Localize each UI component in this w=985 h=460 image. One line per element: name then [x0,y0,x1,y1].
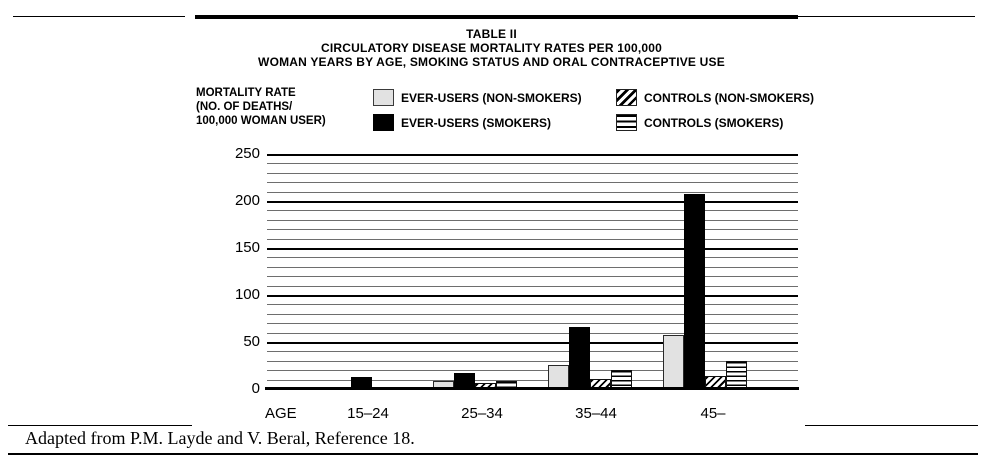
minor-gridline [267,210,798,212]
x-axis-baseline [265,387,799,390]
x-tick-label-45-: 45– [700,405,726,422]
y-axis-label-line2: (NO. OF DEATHS/ [196,101,293,113]
minor-gridline [267,182,798,184]
legend-swatch-solid-gray-icon [373,89,394,106]
legend-swatch-solid-black-icon [373,114,394,131]
minor-gridline [267,276,798,278]
major-gridline [267,342,798,344]
plot-area [265,154,799,390]
minor-gridline [267,379,798,381]
y-axis-label-line1: MORTALITY RATE [196,87,296,99]
chart-title-line1: TABLE II [466,27,517,41]
major-gridline [267,201,798,203]
chart-figure: TABLE II CIRCULATORY DISEASE MORTALITY R… [185,15,814,427]
x-tick-label-15-24: 15–24 [347,405,389,422]
x-tick-label-35-44: 35–44 [575,405,617,422]
y-tick-label-0: 0 [251,380,260,397]
major-gridline [267,295,798,297]
mid-rule-left [8,425,192,426]
y-tick-label-200: 200 [234,192,260,209]
minor-gridline [267,351,798,353]
bar-35-44-series0 [548,365,569,388]
mid-rule-right [805,425,978,426]
y-tick-label-50: 50 [243,333,260,350]
minor-gridline [267,360,798,362]
minor-gridline [267,323,798,325]
minor-gridline [267,304,798,306]
minor-gridline [267,191,798,193]
bar-35-44-series3 [611,370,632,388]
legend-label: EVER-USERS (SMOKERS) [401,116,552,130]
bar-45--series1 [684,194,705,388]
legend-label: EVER-USERS (NON-SMOKERS) [401,91,582,105]
chart-title-line2: CIRCULATORY DISEASE MORTALITY RATES PER … [320,41,663,55]
x-axis-title: AGE [265,405,297,422]
top-rule-left [13,16,195,17]
y-tick-label-250: 250 [234,145,260,162]
legend-swatch-horizontal-stripes-icon [616,114,637,131]
bar-25-34-series1 [454,373,475,388]
chart-title: TABLE II CIRCULATORY DISEASE MORTALITY R… [185,27,798,69]
minor-gridline [267,370,798,372]
y-tick-label-150: 150 [234,239,260,256]
chart-title-line3: WOMAN YEARS BY AGE, SMOKING STATUS AND O… [258,55,725,69]
figure-top-border [195,15,798,19]
minor-gridline [267,238,798,240]
minor-gridline [267,163,798,165]
bar-45--series0 [663,335,684,388]
minor-gridline [267,332,798,334]
source-caption: Adapted from P.M. Layde and V. Beral, Re… [25,428,415,448]
y-axis-label: MORTALITY RATE (NO. OF DEATHS/ 100,000 W… [196,86,326,128]
legend-label: CONTROLS (NON-SMOKERS) [644,91,814,105]
legend-swatch-diagonal-hatch-icon [616,89,637,106]
minor-gridline [267,313,798,315]
y-tick-label-100: 100 [234,286,260,303]
minor-gridline [267,229,798,231]
minor-gridline [267,285,798,287]
bar-35-44-series1 [569,326,590,388]
legend-label: CONTROLS (SMOKERS) [644,116,784,130]
x-tick-label-25-34: 25–34 [461,405,503,422]
minor-gridline [267,219,798,221]
top-rule-right [798,16,975,17]
bar-15-24-series1 [351,376,372,388]
major-gridline [267,154,798,156]
major-gridline [267,248,798,250]
minor-gridline [267,172,798,174]
bar-45--series3 [726,360,747,388]
minor-gridline [267,266,798,268]
y-axis-label-line3: 100,000 WOMAN USER) [196,115,326,127]
minor-gridline [267,257,798,259]
bottom-rule [8,453,978,455]
